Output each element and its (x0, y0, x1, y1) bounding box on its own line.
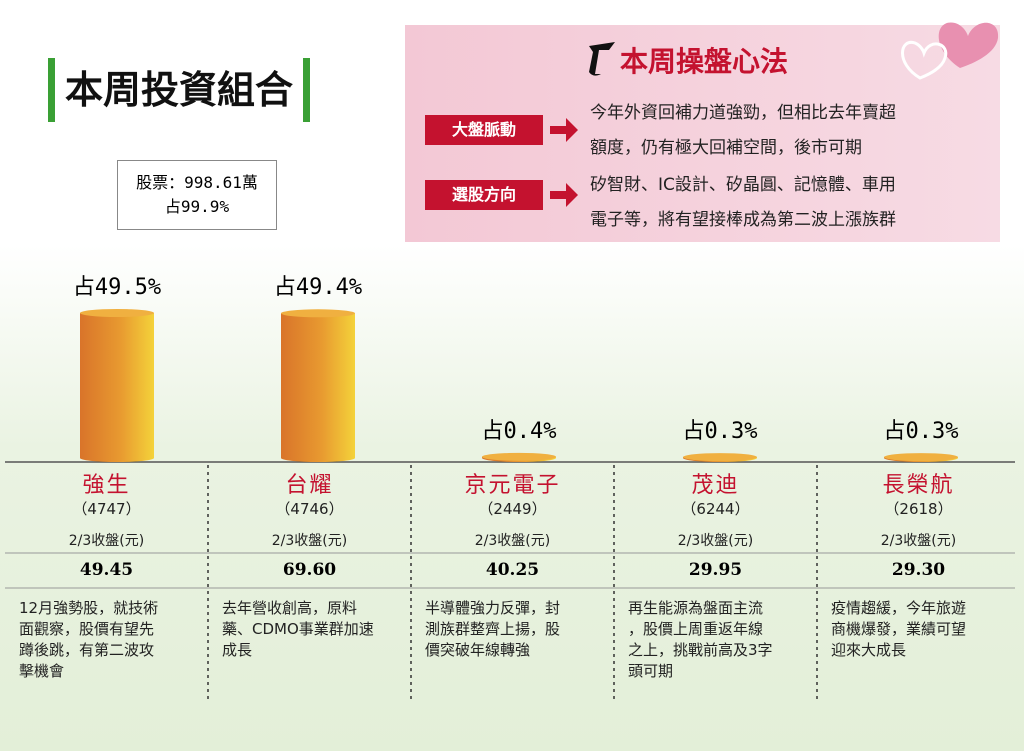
strategy-title: 本周操盤心法 (620, 45, 789, 78)
share-label: 占49.4% (273, 275, 363, 301)
description-line: 藥、CDMO事業群加速 (222, 620, 374, 638)
stock-code: （6244） (681, 500, 750, 518)
close-label: 2/3收盤(元) (474, 533, 551, 549)
strategy-line: 今年外資回補力道強勁，但相比去年賣超 (590, 103, 896, 123)
description-line: 再生能源為盤面主流 (628, 599, 764, 617)
description-line: 價突破年線轉強 (425, 641, 531, 659)
holding-line: 股票：998.61萬 (136, 173, 258, 192)
close-price: 69.60 (282, 560, 337, 580)
arrows (550, 118, 578, 207)
share-label: 占0.3% (883, 419, 959, 445)
tag: 大盤脈動 (425, 115, 543, 145)
stock-code: （2618） (884, 500, 953, 518)
cylinder (281, 309, 355, 462)
strategy-line: 電子等，將有望接棒成為第二波上漲族群 (590, 210, 896, 230)
description-line: 測族群整齊上揚，股 (425, 620, 561, 638)
description-line: 去年營收創高，原料 (222, 599, 358, 617)
strategy-line: 矽智財、IC設計、矽晶圓、記憶體、車用 (590, 175, 896, 195)
description-line: 成長 (222, 641, 253, 659)
close-price: 40.25 (485, 560, 540, 580)
stock-name: 長榮航 (882, 473, 955, 498)
share-label: 占0.3% (682, 419, 758, 445)
description-line: 疫情趨緩，今年旅遊 (831, 599, 967, 617)
tag: 選股方向 (425, 180, 543, 210)
cylinder (884, 453, 958, 462)
title: 本周投資組合 (48, 58, 311, 122)
description-line: ，股價上周重返年線 (628, 620, 764, 638)
stock-name: 台耀 (285, 473, 334, 498)
description-line: 12月強勢股，就技術 (19, 599, 159, 617)
description-line: 迎來大成長 (831, 641, 907, 659)
cylinder (683, 453, 757, 462)
description-line: 頭可期 (628, 662, 674, 680)
description-line: 之上，挑戰前高及3字 (628, 641, 773, 659)
icon (589, 42, 615, 76)
share-label: 占0.4% (481, 418, 557, 444)
background (0, 245, 1024, 751)
description-line: 商機爆發，業績可望 (831, 620, 967, 638)
stock-name: 強生 (82, 473, 131, 498)
stock-code: （4747） (72, 500, 141, 518)
hearts (901, 22, 999, 80)
close-label: 2/3收盤(元) (880, 533, 957, 549)
stock-name: 京元電子 (464, 473, 561, 498)
share-label: 占49.5% (72, 275, 162, 300)
stock-code: （2449） (478, 500, 547, 518)
description-line: 面觀察，股價有望先 (19, 620, 155, 638)
holding-line: 占99.9% (164, 197, 230, 216)
cylinder (482, 452, 556, 462)
close-price: 49.45 (79, 560, 134, 580)
strategy-line: 額度，仍有極大回補空間，後市可期 (590, 138, 862, 158)
stock-code: （4746） (275, 500, 344, 518)
cylinder (80, 309, 154, 462)
close-label: 2/3收盤(元) (677, 533, 754, 549)
close-label: 2/3收盤(元) (68, 533, 145, 549)
description-line: 半導體強力反彈，封 (425, 599, 561, 617)
holding-box: 股票：998.61萬 占99.9% (117, 160, 277, 230)
stock-name: 茂迪 (691, 473, 740, 498)
description-line: 蹲後跳，有第二波攻 (19, 641, 155, 659)
close-price: 29.30 (891, 560, 946, 580)
close-price: 29.95 (688, 560, 743, 580)
description-line: 擊機會 (19, 662, 65, 680)
close-label: 2/3收盤(元) (271, 533, 348, 549)
